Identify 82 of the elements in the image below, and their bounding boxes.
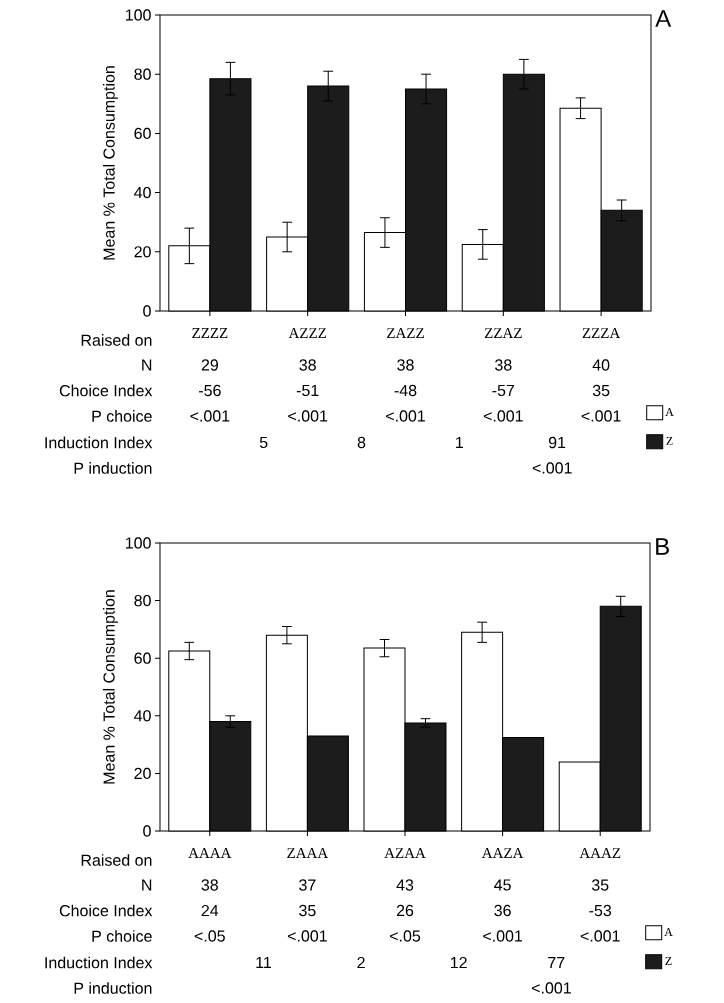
legend-label: A <box>665 407 674 416</box>
text: 5 <box>259 436 268 449</box>
y-tick-label: 100 <box>125 537 151 549</box>
y-tick-label: 100 <box>125 9 151 21</box>
y-tick-label: 20 <box>134 767 151 780</box>
text: <.05 <box>389 930 421 942</box>
text: 26 <box>396 904 414 917</box>
y-tick-label: 40 <box>134 186 151 199</box>
text: <.001 <box>532 462 572 474</box>
text: 37 <box>299 879 316 891</box>
text: 38 <box>201 879 218 891</box>
y-axis-title: Mean % Total Consumption <box>102 590 118 784</box>
text: 40 <box>592 359 610 371</box>
text: <.05 <box>194 930 225 942</box>
text: 36 <box>494 904 511 917</box>
x-tick-label: AZZZ <box>288 328 327 338</box>
text: <.001 <box>288 410 328 422</box>
y-tick-label: 60 <box>134 652 151 664</box>
text: 38 <box>397 359 414 371</box>
y-tick-label: 20 <box>134 246 151 258</box>
x-axis-title: Raised on <box>81 854 152 866</box>
text: 29 <box>201 359 219 371</box>
x-tick-label: AAZA <box>481 848 524 858</box>
text: -48 <box>394 384 417 397</box>
text: <.001 <box>190 410 230 422</box>
text: 35 <box>592 384 610 397</box>
text: 2 <box>357 956 365 969</box>
text: 38 <box>495 359 512 371</box>
text: <.001 <box>531 982 571 994</box>
y-tick-label: 0 <box>143 305 151 317</box>
text: 43 <box>396 879 414 891</box>
text: P induction <box>74 982 152 994</box>
text: <.001 <box>386 410 425 422</box>
x-tick-label: ZZZZ <box>192 328 228 338</box>
text: 38 <box>299 359 316 371</box>
legend-label: A <box>664 927 673 936</box>
y-tick-label: 80 <box>134 594 151 607</box>
text: -57 <box>492 384 515 397</box>
text: P induction <box>74 462 152 474</box>
x-axis-title: Raised on <box>81 334 152 346</box>
chart-title: A <box>655 10 672 27</box>
text: 12 <box>451 956 467 969</box>
text: -51 <box>296 384 319 397</box>
text: Choice Index <box>59 384 153 397</box>
text: <.001 <box>287 930 327 942</box>
text: <.001 <box>483 410 523 422</box>
x-tick-label: ZAZZ <box>387 328 424 338</box>
text: -53 <box>589 904 612 917</box>
text: N <box>142 879 152 891</box>
text: 11 <box>256 956 271 968</box>
x-tick-label: ZZAZ <box>484 328 522 338</box>
text: P choice <box>92 410 152 422</box>
y-tick-label: 60 <box>134 127 151 140</box>
text: Choice Index <box>59 904 153 917</box>
y-tick-label: 0 <box>143 825 151 837</box>
text: 1 <box>456 436 463 448</box>
x-tick-label: ZZZA <box>582 328 621 338</box>
y-tick-label: 80 <box>134 68 151 80</box>
text: 45 <box>494 879 511 891</box>
text: 35 <box>591 879 609 891</box>
text: P choice <box>92 930 152 942</box>
text: 24 <box>201 904 219 917</box>
x-tick-label: AZAA <box>384 848 426 858</box>
text: N <box>142 359 152 371</box>
y-tick-label: 40 <box>134 710 151 722</box>
text: 91 <box>548 436 566 449</box>
text: <.001 <box>581 410 621 422</box>
text: -56 <box>199 384 221 397</box>
text: 77 <box>548 956 565 968</box>
text: Induction Index <box>45 956 153 969</box>
text: <.001 <box>580 930 620 942</box>
text: 35 <box>299 904 316 917</box>
y-axis-title: Mean % Total Consumption <box>102 66 118 260</box>
legend-label: Z <box>665 957 672 965</box>
legend-label: Z <box>666 437 673 445</box>
text: <.001 <box>483 930 523 942</box>
x-tick-label: AAAA <box>188 848 232 858</box>
text: Induction Index <box>45 436 153 449</box>
x-tick-label: ZAAA <box>287 848 329 858</box>
text: 8 <box>357 436 366 449</box>
chart-title: B <box>656 538 669 555</box>
x-tick-label: AAAZ <box>579 848 621 858</box>
